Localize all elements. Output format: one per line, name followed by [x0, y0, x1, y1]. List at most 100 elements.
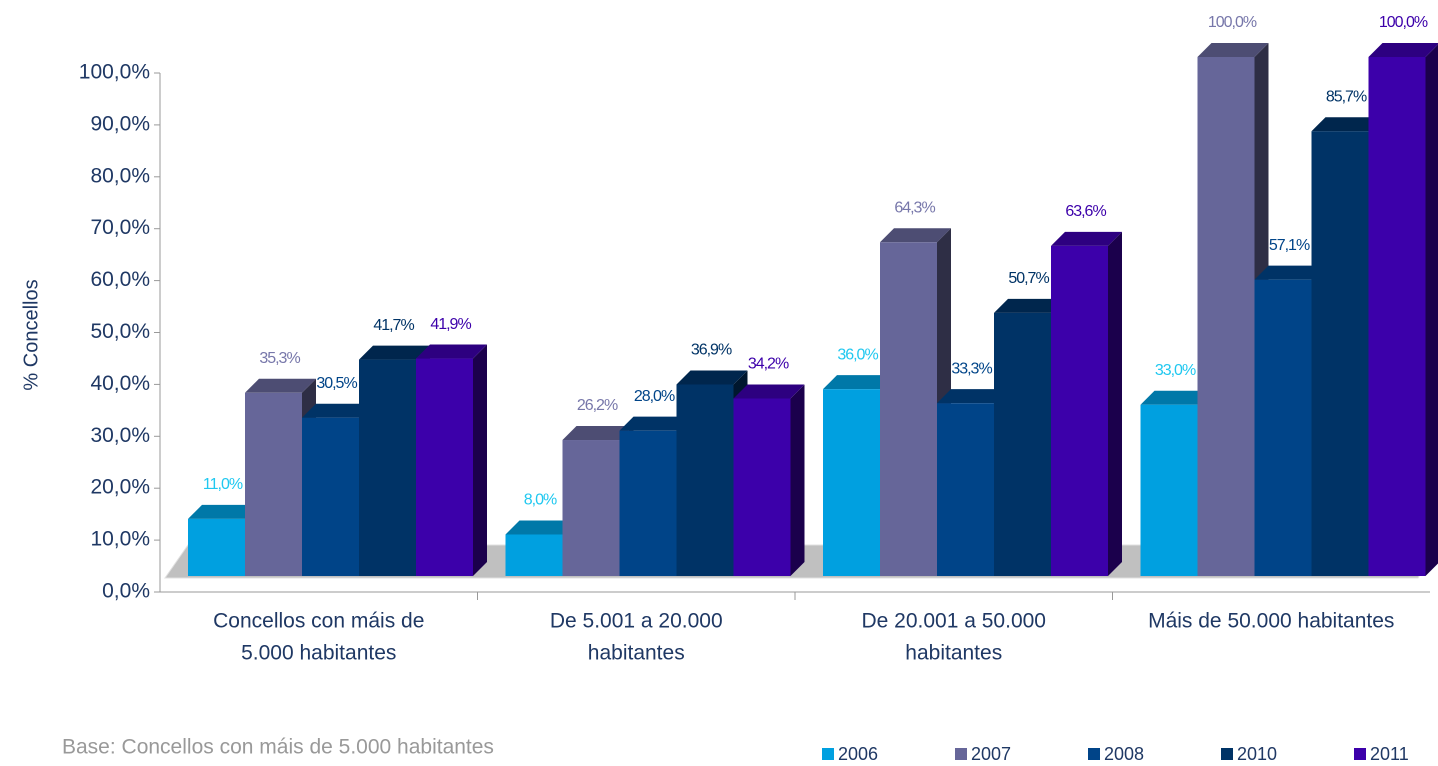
x-tick-label: habitantes [588, 642, 685, 665]
bar-top [733, 384, 805, 399]
value-label: 35,3% [259, 350, 300, 367]
legend-swatch [1088, 748, 1100, 760]
legend-label: 2006 [838, 744, 878, 764]
value-label: 11,0% [203, 476, 243, 493]
bar-top [245, 378, 316, 393]
x-tick-label: De 5.001 a 20.000 [550, 610, 723, 633]
y-tick-label: 80,0% [90, 164, 150, 187]
y-tick-label: 20,0% [90, 476, 150, 499]
value-label: 8,0% [524, 492, 557, 509]
bar-front [733, 398, 791, 576]
value-label: 50,7% [1008, 270, 1049, 287]
legend-label: 2010 [1237, 744, 1277, 764]
legend-swatch [822, 748, 834, 760]
bar-top [937, 389, 1008, 404]
value-label: 33,0% [1155, 362, 1196, 379]
bar-top [1140, 390, 1212, 405]
bar-front [1311, 131, 1369, 577]
legend-label: 2008 [1104, 744, 1144, 764]
bar-side [790, 384, 805, 576]
bar-top [416, 344, 487, 359]
bar-top [676, 370, 748, 385]
y-tick-label: 10,0% [90, 528, 150, 551]
bar-front [188, 518, 245, 576]
x-tick-label: 5.000 habitantes [241, 642, 396, 665]
bar [880, 228, 951, 576]
bar-side [1108, 231, 1122, 576]
bar-front [1051, 245, 1108, 576]
x-tick-label: habitantes [905, 642, 1002, 665]
value-label: 100,0% [1379, 14, 1428, 31]
value-label: 30,5% [316, 375, 357, 392]
value-label: 41,7% [373, 317, 414, 334]
value-label: 85,7% [1326, 88, 1367, 105]
bar [416, 344, 487, 576]
bar-top [562, 426, 634, 441]
value-label: 26,2% [577, 397, 618, 414]
x-tick-label: Máis de 50.000 habitantes [1148, 610, 1394, 633]
y-tick-label: 70,0% [90, 216, 150, 239]
bar-front [1368, 57, 1426, 576]
bar-front [880, 242, 937, 576]
footnote: Base: Concellos con máis de 5.000 habita… [62, 736, 494, 759]
value-label: 63,6% [1065, 203, 1106, 220]
bar-top [1254, 265, 1326, 280]
value-label: 33,3% [951, 360, 992, 377]
bar-top [188, 504, 259, 519]
bar-side [1425, 44, 1438, 576]
y-tick-label: 50,0% [90, 320, 150, 343]
bar-front [1140, 404, 1198, 576]
bar-front [1197, 57, 1255, 576]
bar-top [994, 298, 1065, 313]
bar-front [562, 440, 620, 576]
legend-label: 2007 [971, 744, 1011, 764]
legend-swatch [1354, 748, 1366, 760]
bar-front [619, 430, 677, 576]
x-tick-label: De 20.001 a 50.000 [862, 610, 1047, 633]
bar-front [676, 384, 734, 576]
value-label: 36,9% [691, 342, 732, 359]
legend-swatch [1221, 748, 1233, 760]
y-tick-label: 0,0% [102, 580, 150, 603]
bar-top [1197, 43, 1269, 57]
bar [1197, 43, 1269, 576]
bar-front [937, 403, 994, 576]
bar-side [473, 344, 487, 576]
bar [733, 384, 805, 576]
bar [1368, 43, 1438, 576]
bar-top [505, 520, 577, 535]
value-label: 41,9% [430, 316, 471, 333]
y-tick-label: 60,0% [90, 268, 150, 291]
y-tick-label: 30,0% [90, 424, 150, 447]
bar-front [359, 359, 416, 576]
bar-front [302, 417, 359, 576]
value-label: 64,3% [894, 200, 935, 217]
bar-top [302, 403, 373, 418]
value-label: 28,0% [634, 388, 675, 405]
bar-top [1368, 43, 1438, 57]
value-label: 57,1% [1269, 237, 1310, 254]
bar [188, 504, 259, 576]
value-label: 36,0% [837, 346, 878, 363]
y-tick-label: 90,0% [90, 112, 150, 135]
bar-front [505, 534, 563, 576]
bar-top [823, 375, 894, 390]
value-label: 34,2% [748, 356, 789, 373]
y-tick-label: 100,0% [79, 61, 150, 84]
bar-top [359, 345, 430, 360]
bar-top [619, 416, 691, 431]
bar [1051, 231, 1122, 576]
bar-front [1254, 279, 1312, 576]
y-axis-label: % Concellos [20, 279, 42, 390]
bar-top [1311, 117, 1383, 132]
bar-top [1051, 231, 1122, 246]
bar-top [880, 228, 951, 243]
value-label: 100,0% [1208, 14, 1257, 31]
bar-front [994, 312, 1051, 576]
bar-front [416, 358, 473, 576]
bar-front [245, 392, 302, 576]
x-tick-label: Concellos con máis de [213, 610, 424, 633]
legend-label: 2011 [1370, 744, 1409, 764]
y-tick-label: 40,0% [90, 372, 150, 395]
